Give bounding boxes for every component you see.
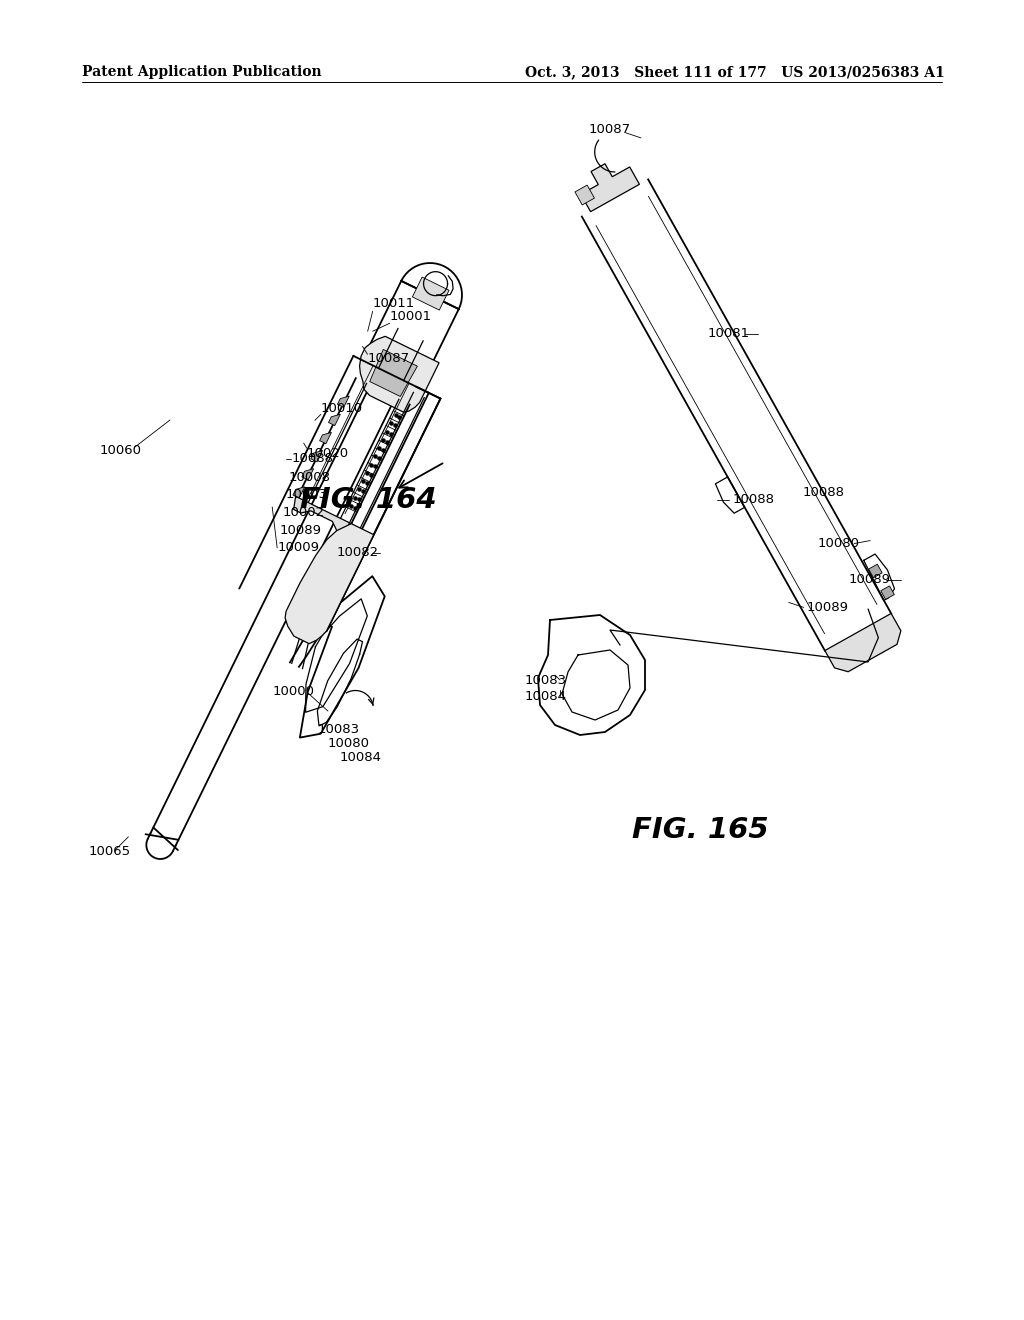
Text: 10010: 10010 [321, 401, 362, 414]
Text: 10081: 10081 [708, 327, 750, 341]
Text: 10082: 10082 [337, 546, 379, 560]
Polygon shape [574, 185, 595, 205]
Text: 10087: 10087 [368, 352, 410, 364]
Text: 10089: 10089 [807, 601, 849, 614]
Text: 10000: 10000 [273, 685, 315, 697]
Text: Oct. 3, 2013   Sheet 111 of 177   US 2013/0256383 A1: Oct. 3, 2013 Sheet 111 of 177 US 2013/02… [525, 65, 945, 79]
Polygon shape [329, 414, 340, 425]
Polygon shape [868, 564, 883, 578]
Text: FIG. 164: FIG. 164 [300, 486, 436, 513]
Polygon shape [370, 350, 418, 396]
Polygon shape [825, 614, 901, 672]
Text: 10011: 10011 [373, 297, 415, 310]
Text: 10003: 10003 [286, 488, 328, 502]
Text: 10088: 10088 [291, 451, 333, 465]
Text: 10084: 10084 [340, 751, 382, 763]
Polygon shape [302, 469, 313, 480]
Text: 10088: 10088 [802, 486, 844, 499]
Polygon shape [293, 487, 305, 498]
Text: 10060: 10060 [100, 444, 142, 457]
Text: 10009: 10009 [278, 541, 319, 554]
Text: 10008: 10008 [289, 471, 331, 483]
Polygon shape [581, 164, 639, 211]
Text: 10083: 10083 [525, 673, 567, 686]
Polygon shape [285, 524, 374, 644]
Polygon shape [294, 496, 353, 535]
Text: Patent Application Publication: Patent Application Publication [82, 65, 322, 79]
Text: 10080: 10080 [817, 537, 859, 550]
Polygon shape [310, 450, 323, 462]
Text: 10001: 10001 [390, 310, 432, 323]
Text: 10083: 10083 [318, 722, 360, 735]
Text: FIG. 165: FIG. 165 [632, 816, 768, 843]
Polygon shape [359, 337, 439, 412]
Text: 10087: 10087 [589, 123, 631, 136]
Polygon shape [319, 433, 332, 444]
Text: 10080: 10080 [328, 737, 370, 750]
Text: 10065: 10065 [88, 845, 130, 858]
Text: 10089: 10089 [849, 573, 891, 586]
Polygon shape [338, 396, 349, 408]
Text: 10088: 10088 [732, 494, 774, 507]
Text: 10084: 10084 [525, 689, 567, 702]
Polygon shape [413, 277, 450, 310]
Text: 10089: 10089 [280, 524, 322, 537]
Polygon shape [881, 586, 894, 599]
Text: 10002: 10002 [283, 506, 325, 519]
Text: 10020: 10020 [307, 446, 349, 459]
